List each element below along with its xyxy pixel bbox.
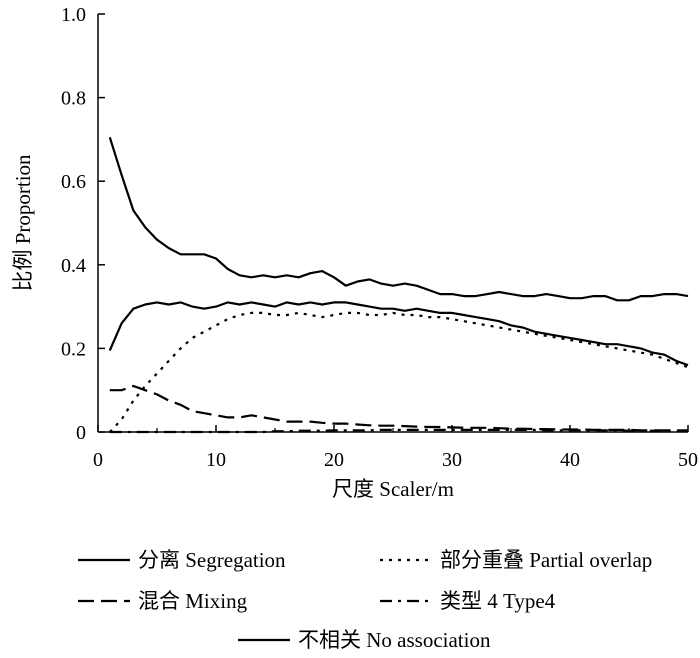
series-line-5 bbox=[108, 136, 689, 302]
axes: 0 0.2 0.4 0.6 0.8 1.0 0 10 20 30 40 50 bbox=[61, 4, 698, 471]
y-tick-label: 0.6 bbox=[61, 171, 86, 193]
x-tick-label: 50 bbox=[678, 449, 698, 471]
x-tick-label: 0 bbox=[93, 449, 103, 471]
x-tick-label: 10 bbox=[206, 449, 226, 471]
x-tick-label: 30 bbox=[442, 449, 462, 471]
y-tick-label: 0.2 bbox=[61, 338, 86, 360]
x-tick-label: 20 bbox=[324, 449, 344, 471]
x-tick-label: 40 bbox=[560, 449, 580, 471]
legend-label-3: 混合 Mixing bbox=[138, 589, 248, 613]
legend-label-2: 部分重叠 Partial overlap bbox=[440, 548, 652, 572]
y-axis-label: 比例 Proportion bbox=[11, 154, 35, 292]
series-line-3 bbox=[109, 384, 688, 432]
legend: 分离 Segregation 部分重叠 Partial overlap 混合 Mix… bbox=[78, 548, 652, 652]
series-line-2 bbox=[109, 311, 689, 433]
legend-label-5: 不相关 No association bbox=[298, 628, 491, 652]
y-tick-label: 1.0 bbox=[61, 4, 86, 26]
x-axis-label: 尺度 Scaler/m bbox=[332, 477, 454, 501]
series-line-1 bbox=[108, 301, 689, 367]
y-tick-label: 0.4 bbox=[61, 255, 86, 277]
y-tick-label: 0.8 bbox=[61, 88, 86, 110]
series-line-4 bbox=[109, 428, 688, 434]
legend-label-4: 类型 4 Type4 bbox=[440, 589, 556, 613]
y-tick-label: 0 bbox=[76, 422, 86, 444]
legend-label-1: 分离 Segregation bbox=[138, 548, 286, 572]
series-layer bbox=[108, 136, 689, 434]
